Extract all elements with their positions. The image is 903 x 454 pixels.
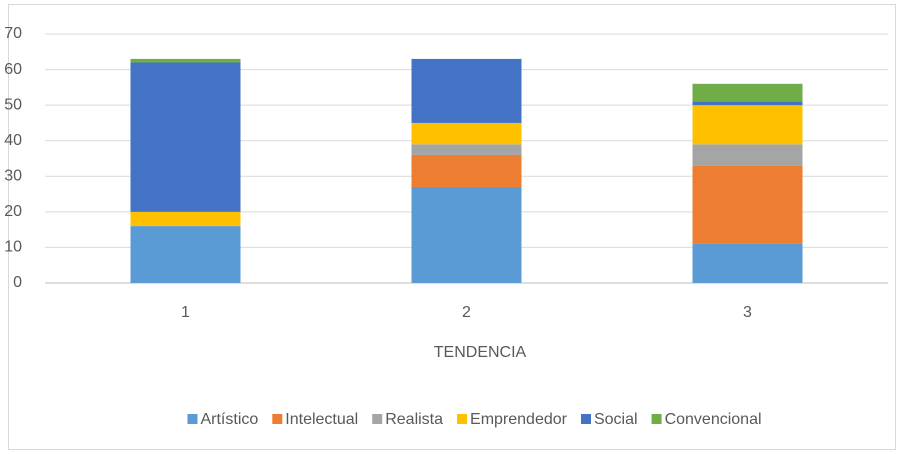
legend-swatch: [187, 414, 198, 424]
y-tick-label: 0: [13, 274, 22, 291]
bar-segment: [411, 186, 522, 283]
legend-swatch: [580, 414, 591, 424]
bar-segment: [692, 101, 803, 106]
legend-swatch: [372, 414, 383, 424]
legend-label: Convencional: [665, 411, 762, 428]
y-tick-label: 20: [4, 203, 22, 220]
legend-swatch: [651, 414, 662, 424]
y-tick-label: 60: [4, 61, 22, 78]
y-tick-label: 50: [4, 96, 22, 113]
legend-swatch: [272, 414, 283, 424]
bar-segment: [130, 226, 241, 283]
bar-segment: [692, 83, 803, 102]
bar-segment: [411, 154, 522, 187]
x-tick-label: 1: [181, 304, 190, 321]
y-tick-label: 70: [4, 25, 22, 42]
legend-label: Emprendedor: [470, 411, 568, 428]
bar-segment: [411, 122, 522, 145]
bar-segment: [692, 165, 803, 244]
y-tick-label: 30: [4, 168, 22, 185]
y-tick-label: 10: [4, 239, 22, 256]
legend-label: Social: [594, 411, 638, 428]
bar-segment: [130, 58, 241, 63]
legend-label: Realista: [385, 411, 443, 428]
bar-segment: [692, 243, 803, 283]
bar-segment: [130, 62, 241, 212]
bar-segment: [130, 211, 241, 227]
x-axis-title: TENDENCIA: [434, 344, 527, 361]
x-tick-label: 3: [743, 304, 752, 321]
bar-segment: [411, 144, 522, 155]
x-tick-label: 2: [462, 304, 471, 321]
y-tick-label: 40: [4, 132, 22, 149]
legend-label: Artístico: [200, 411, 258, 428]
bar-segment: [411, 58, 522, 123]
legend-swatch: [457, 414, 468, 424]
bar-segment: [692, 144, 803, 166]
legend-label: Intelectual: [285, 411, 358, 428]
bar-segment: [692, 105, 803, 145]
